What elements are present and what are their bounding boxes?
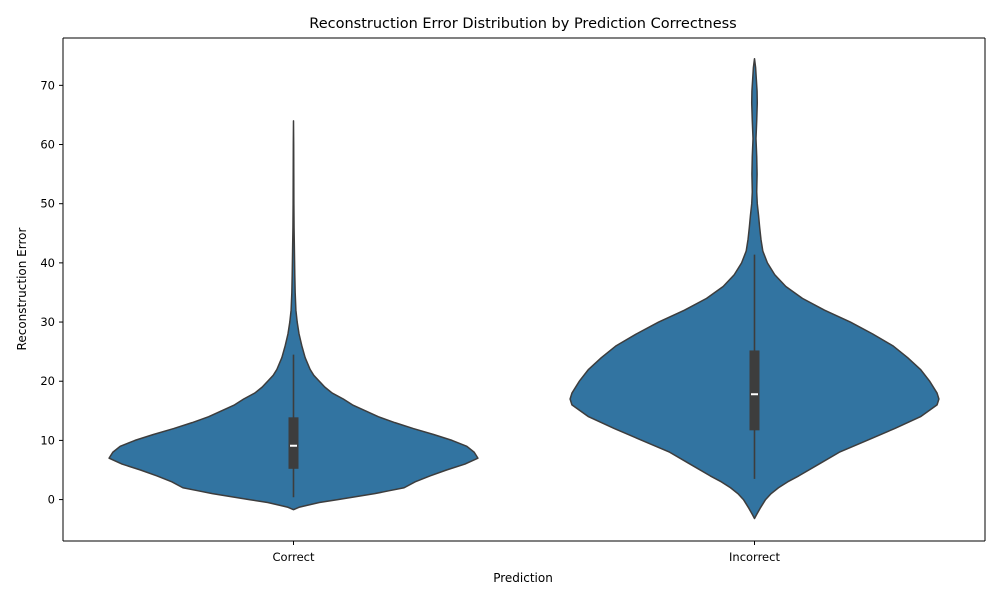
y-tick-label: 10 xyxy=(40,433,55,447)
x-tick-label-correct: Correct xyxy=(273,550,315,564)
x-axis-label: Prediction xyxy=(493,571,553,585)
x-tick-label-incorrect: Incorrect xyxy=(729,550,780,564)
y-tick-label: 30 xyxy=(40,315,55,329)
y-tick-label: 60 xyxy=(40,138,55,152)
plot-area xyxy=(108,57,940,520)
violin-correct xyxy=(108,120,479,511)
y-tick-label: 0 xyxy=(48,493,55,507)
y-axis-label: Reconstruction Error xyxy=(15,228,29,351)
axes: 0 10 20 30 40 50 60 70 Correct Incorrect xyxy=(40,37,986,564)
iqr-box-correct xyxy=(288,417,299,469)
y-tick-label: 20 xyxy=(40,374,55,388)
chart-title: Reconstruction Error Distribution by Pre… xyxy=(309,16,736,32)
iqr-box-incorrect xyxy=(749,350,760,431)
y-tick-label: 40 xyxy=(40,256,55,270)
y-tick-label: 70 xyxy=(40,78,55,92)
y-tick-label: 50 xyxy=(40,197,55,211)
